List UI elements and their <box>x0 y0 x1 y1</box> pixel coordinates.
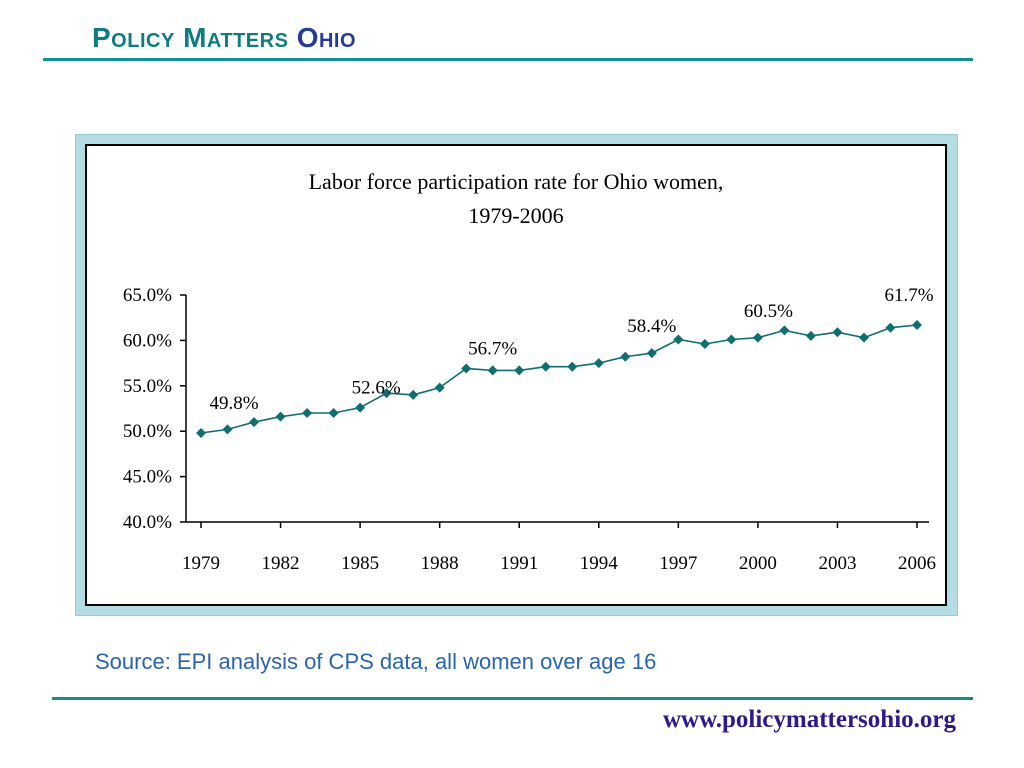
series-layer <box>196 319 922 439</box>
footer-divider <box>52 697 973 700</box>
x-tick-label: 1997 <box>659 553 697 574</box>
chart-title: Labor force participation rate for Ohio … <box>309 169 724 194</box>
x-tick-label: 1985 <box>341 553 379 574</box>
data-point <box>355 402 366 413</box>
source-note: Source: EPI analysis of CPS data, all wo… <box>95 649 657 674</box>
y-tick-label: 40.0% <box>123 512 172 533</box>
data-point <box>699 339 710 350</box>
data-point <box>752 332 763 343</box>
data-point <box>726 334 737 345</box>
data-point <box>461 363 472 374</box>
data-label: 56.7% <box>468 338 517 359</box>
data-point <box>328 408 339 419</box>
x-tick-label: 2000 <box>739 553 777 574</box>
x-tick-label: 2006 <box>898 553 936 574</box>
data-point <box>832 327 843 338</box>
data-label: 52.6% <box>352 378 401 399</box>
data-point <box>408 389 419 400</box>
header-divider <box>43 58 973 61</box>
chart-panel <box>85 144 947 606</box>
data-point <box>302 408 313 419</box>
brand-word-ohio: Ohio <box>296 22 357 53</box>
data-point <box>858 332 869 343</box>
y-tick-label: 55.0% <box>123 376 172 397</box>
data-point <box>620 351 631 362</box>
data-point <box>514 365 525 376</box>
data-label: 58.4% <box>627 316 676 337</box>
data-label-layer: 49.8% 52.6% 56.7% 58.4% 60.5% 61.7% <box>209 285 933 414</box>
data-label: 61.7% <box>884 285 933 306</box>
x-tick-label: 2003 <box>818 553 856 574</box>
data-point <box>249 417 260 428</box>
brand-word-policy-matters: Policy Matters <box>92 22 289 53</box>
brand-logo: Policy Matters Ohio <box>92 22 356 54</box>
x-tick-label: 1982 <box>262 553 300 574</box>
y-tick-label: 45.0% <box>123 467 172 488</box>
data-point <box>196 428 206 439</box>
data-point <box>540 361 551 372</box>
data-point <box>593 358 604 369</box>
data-point <box>381 388 392 399</box>
series-line <box>200 324 918 434</box>
x-tick-label: 1994 <box>580 553 619 574</box>
data-point <box>567 361 578 372</box>
chart-subtitle: 1979-2006 <box>468 203 563 228</box>
data-point <box>487 365 498 376</box>
y-tick-label: 65.0% <box>123 285 172 306</box>
x-tick-label: 1991 <box>500 553 538 574</box>
x-tick-label: 1988 <box>421 553 459 574</box>
data-point <box>673 334 684 345</box>
data-point <box>779 325 790 336</box>
data-label: 60.5% <box>744 301 793 322</box>
x-tick-label: 1979 <box>182 553 220 574</box>
y-tick-label: 60.0% <box>123 330 172 351</box>
y-tick-label: 50.0% <box>123 421 172 442</box>
data-point <box>275 411 286 422</box>
data-point <box>646 348 657 359</box>
data-point <box>805 330 816 341</box>
data-point <box>912 319 922 330</box>
data-point <box>885 322 896 333</box>
axes: 65.0% 60.0% 55.0% 50.0% 45.0% 40.0% 1979 1982 19… <box>123 285 936 574</box>
data-point <box>222 424 233 435</box>
website-link[interactable]: www.policymattersohio.org <box>662 706 956 733</box>
data-label: 49.8% <box>209 393 258 414</box>
data-point <box>434 382 445 393</box>
